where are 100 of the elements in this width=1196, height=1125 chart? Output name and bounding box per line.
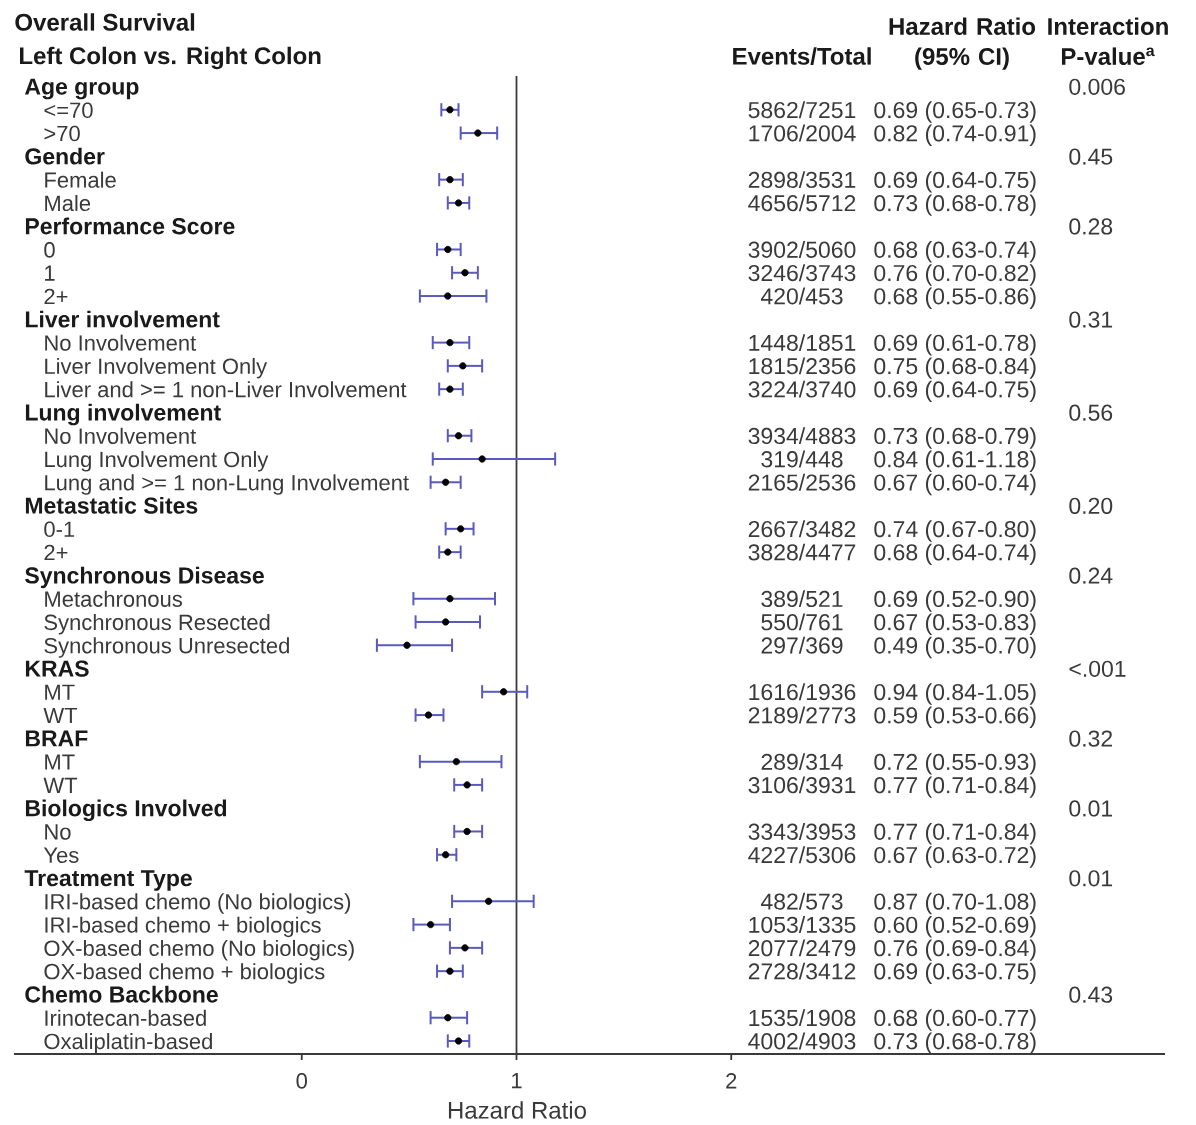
annotation: 0.84 (0.61-1.18) (874, 450, 1036, 472)
y-tick-label: Performance Score (25, 217, 235, 235)
annotation: 1616/1936 (749, 683, 856, 701)
annotation: 0.77 (0.71-0.84) (874, 776, 1036, 798)
y-tick-label: IRI-based chemo + biologics (45, 916, 321, 938)
annotation: 0.75 (0.68-0.84) (874, 357, 1036, 379)
y-tick-label: Oxaliplatin-based (44, 1033, 212, 1054)
annotation: 2189/2773 (748, 706, 856, 724)
x-axis-title: Hazard Ratio (448, 1101, 586, 1119)
y-tick-label: IRI-based chemo (No biologics) (45, 893, 351, 914)
y-tick-label: OX-based chemo (No biologics) (44, 939, 354, 961)
annotation: 2165/2536 (748, 473, 856, 491)
y-tick-label: Synchronous Unresected (44, 637, 289, 658)
y-tick-label: OX-based chemo + biologics (44, 963, 325, 984)
text: Hazard Ratio (95% CI) (889, 17, 1036, 70)
annotation: 0.32 (1069, 730, 1113, 747)
y-tick-label: Yes (43, 847, 79, 863)
annotation: 3106/3931 (748, 776, 856, 794)
y-tick-label: Synchronous Disease (25, 566, 264, 589)
y-tick-label: 2+ (44, 544, 68, 561)
y-tick-label: 2+ (44, 288, 68, 305)
annotation: 0.49 (0.35-0.70) (874, 636, 1036, 659)
chart-title: Overall Survival (15, 13, 195, 31)
y-tick-label: Male (45, 194, 91, 212)
y-tick-label: 1 (45, 265, 55, 281)
y-tick-label: Treatment Type (24, 870, 192, 891)
y-tick-label: <=70 (44, 102, 93, 118)
annotation: 0.76 (0.70-0.82) (874, 264, 1036, 286)
annotation: 0.28 (1069, 218, 1113, 235)
annotation: 0.69 (0.64-0.75) (874, 380, 1036, 403)
annotation: 0.67 (0.60-0.74) (874, 473, 1036, 496)
annotation: 2728/3412 (748, 962, 856, 980)
chart-subtitle: Left Colon vs. Right Colon (20, 46, 321, 70)
annotation: 3902/5060 (748, 241, 856, 258)
y-tick-label: MT (45, 754, 75, 770)
annotation: 0.20 (1069, 497, 1113, 514)
y-tick-label: Chemo Backbone (25, 985, 218, 1003)
annotation: 1535/1908 (749, 1009, 856, 1027)
annotation: 0.01 (1069, 800, 1113, 817)
annotation: 0.69 (0.64-0.75) (874, 171, 1036, 193)
y-tick-label: No Involvement (45, 334, 197, 351)
annotation: 289/314 (761, 753, 843, 771)
text: Events/Total (733, 47, 871, 66)
annotation: 3246/3743 (748, 264, 856, 282)
annotation: 3343/3953 (748, 823, 856, 840)
y-tick-label: Lung involvement (25, 403, 221, 426)
y-tick-label: Metastatic Sites (25, 496, 198, 514)
annotation: 0.006 (1069, 78, 1125, 95)
annotation: 2077/2479 (748, 939, 856, 957)
y-tick-label: >70 (44, 125, 80, 142)
x-tick-label: 1 (512, 1073, 522, 1089)
y-tick-label: 0-1 (44, 521, 75, 538)
y-tick-label: Female (45, 171, 116, 188)
annotation: 0.01 (1069, 870, 1113, 887)
annotation: 0.76 (0.69-0.84) (874, 939, 1036, 961)
annotation: 482/573 (760, 892, 843, 910)
y-tick-label: BRAF (25, 730, 88, 747)
annotation: 3934/4883 (748, 427, 856, 445)
annotation: 0.68 (0.60-0.77) (874, 1009, 1036, 1031)
y-tick-label: WT (43, 707, 78, 724)
y-tick-label: Liver and >= 1 non-Liver Involvement (45, 381, 407, 398)
annotation: 0.73 (0.68-0.78) (874, 194, 1036, 216)
annotation: 0.69 (0.52-0.90) (874, 590, 1036, 612)
y-tick-label: Lung Involvement Only (45, 451, 269, 472)
annotation: 0.87 (0.70-1.08) (874, 892, 1036, 915)
annotation: 3224/3740 (748, 380, 856, 398)
annotation: 0.56 (1069, 404, 1113, 421)
annotation: 0.69 (0.63-0.75) (874, 962, 1036, 985)
annotation: 0.45 (1069, 148, 1113, 165)
annotation: 0.59 (0.53-0.66) (874, 706, 1036, 729)
annotation: 0.60 (0.52-0.69) (874, 916, 1036, 938)
y-tick-label: 0 (44, 242, 55, 258)
annotation: 0.82 (0.74-0.91) (874, 124, 1036, 147)
y-tick-label: No Involvement (45, 427, 197, 444)
y-tick-label: Biologics Involved (25, 799, 227, 822)
annotation: 5862/7251 (748, 101, 856, 119)
y-tick-label: Liver involvement (25, 310, 220, 328)
annotation: 0.67 (0.53-0.83) (874, 613, 1036, 635)
annotation: 550/761 (761, 613, 843, 631)
annotation: 1815/2356 (749, 357, 856, 375)
annotation: 2898/3531 (748, 171, 856, 189)
annotation: 1448/1851 (749, 334, 856, 351)
y-tick-label: WT (43, 777, 78, 793)
annotation: 4002/4903 (748, 1032, 856, 1050)
annotation: 0.68 (0.64-0.74) (874, 543, 1036, 566)
annotation: 3828/4477 (748, 543, 856, 561)
annotation: 297/369 (761, 636, 843, 654)
y-tick-label: Metachronous (45, 590, 182, 607)
annotation: 2667/3482 (748, 520, 856, 538)
y-tick-label: Lung and >= 1 non-Lung Involvement (45, 474, 409, 495)
y-tick-label: Irinotecan-based (45, 1009, 206, 1026)
annotation: 420/453 (760, 287, 843, 305)
annotation: 0.67 (0.63-0.72) (874, 846, 1036, 868)
y-tick-label: KRAS (25, 660, 89, 677)
annotation: 0.68 (0.55-0.86) (874, 287, 1036, 309)
annotation: 1706/2004 (749, 124, 856, 142)
annotation: 1053/1335 (749, 916, 856, 933)
annotation: 0.94 (0.84-1.05) (874, 683, 1036, 705)
annotation: <.001 (1069, 660, 1126, 677)
annotation: 319/448 (761, 450, 843, 468)
